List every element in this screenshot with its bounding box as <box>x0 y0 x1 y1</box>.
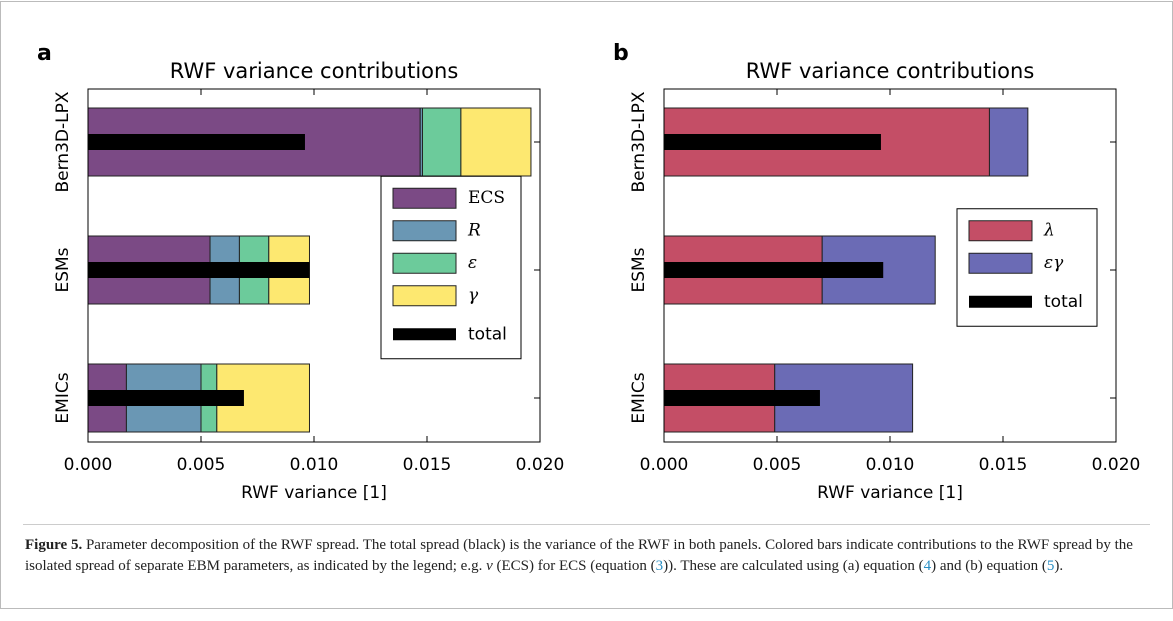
legend-swatch <box>392 252 457 274</box>
legend-label: R <box>467 220 481 240</box>
caption-text: ). <box>1054 558 1064 574</box>
y-tick-label: EMICs <box>53 372 73 423</box>
legend-swatch <box>969 295 1032 308</box>
x-tick-label: 0.000 <box>64 455 113 475</box>
total-bar <box>664 390 820 406</box>
plot-frame <box>87 88 541 443</box>
legend-label: λ <box>1043 220 1055 240</box>
bar-segment <box>421 107 462 177</box>
legend-swatch <box>393 328 456 341</box>
total-bar <box>664 134 881 150</box>
plot-frame <box>663 88 1117 443</box>
legend-swatch <box>392 220 457 242</box>
total-bar <box>88 134 305 150</box>
x-tick-label: 0.020 <box>1092 455 1141 475</box>
caption: Figure 5. Parameter decomposition of the… <box>25 535 1145 577</box>
chart-title: RWF variance contributions <box>746 59 1035 83</box>
y-tick-label: Bern3D-LPX <box>629 91 649 192</box>
caption-text: )). These are calculated using (a) equat… <box>663 558 924 574</box>
total-bar <box>664 262 884 278</box>
legend-label: εγ <box>1044 253 1064 273</box>
caption-text: ) and (b) equation ( <box>931 558 1047 574</box>
legend-swatch <box>392 187 457 209</box>
legend-label: γ <box>468 285 479 305</box>
legend-label: total <box>1044 292 1083 312</box>
caption-text: Parameter decomposition of the RWF sprea… <box>25 537 1133 574</box>
bar-segment <box>460 107 532 177</box>
x-tick-label: 0.015 <box>403 455 452 475</box>
x-tick-label: 0.005 <box>177 455 226 475</box>
y-tick-label: Bern3D-LPX <box>53 91 73 192</box>
separator <box>23 524 1150 525</box>
y-tick-label: ESMs <box>629 247 649 292</box>
x-axis-label: RWF variance [1] <box>241 483 387 503</box>
caption-text: (ECS) for ECS (equation ( <box>492 558 656 574</box>
x-tick-label: 0.005 <box>753 455 802 475</box>
x-tick-label: 0.010 <box>866 455 915 475</box>
equation-ref[interactable]: 3 <box>655 558 664 574</box>
charts: a RWF variance contributions RWF variance … <box>37 41 1141 503</box>
caption-label: Figure 5. <box>25 537 83 553</box>
equation-ref[interactable]: 5 <box>1046 558 1055 574</box>
y-tick-label: EMICs <box>629 372 649 423</box>
x-tick-label: 0.000 <box>640 455 689 475</box>
legend-label: ECS <box>468 188 505 208</box>
x-tick-label: 0.015 <box>979 455 1028 475</box>
legend-label: total <box>468 324 507 344</box>
panel-label: b <box>613 41 629 66</box>
equation-ref[interactable]: 4 <box>923 558 932 574</box>
panel-label: a <box>37 41 52 66</box>
chart-title: RWF variance contributions <box>170 59 459 83</box>
x-tick-label: 0.010 <box>290 455 339 475</box>
x-tick-label: 0.020 <box>516 455 565 475</box>
figure: a RWF variance contributions RWF variance … <box>0 1 1173 609</box>
caption-symbol: ν <box>486 558 493 574</box>
legend-swatch <box>968 220 1033 242</box>
legend-swatch <box>392 285 457 307</box>
x-axis-label: RWF variance [1] <box>817 483 963 503</box>
total-bar <box>88 390 244 406</box>
legend-label: ε <box>468 253 477 273</box>
y-tick-label: ESMs <box>53 247 73 292</box>
bar-segment <box>988 107 1029 177</box>
legend-swatch <box>968 252 1033 274</box>
total-bar <box>88 262 310 278</box>
